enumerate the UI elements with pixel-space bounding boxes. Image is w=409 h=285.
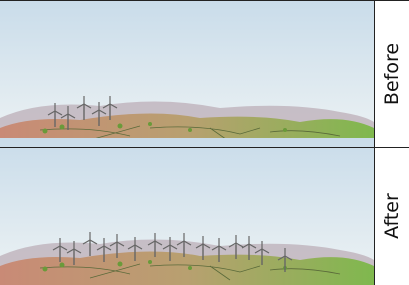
panel-label: After (381, 193, 403, 239)
after-panel (0, 138, 374, 285)
landscape (0, 138, 374, 285)
comparison-figure: Before After (0, 0, 409, 285)
panel-label: Before (381, 43, 403, 105)
landscape (0, 0, 374, 147)
before-panel (0, 0, 374, 147)
